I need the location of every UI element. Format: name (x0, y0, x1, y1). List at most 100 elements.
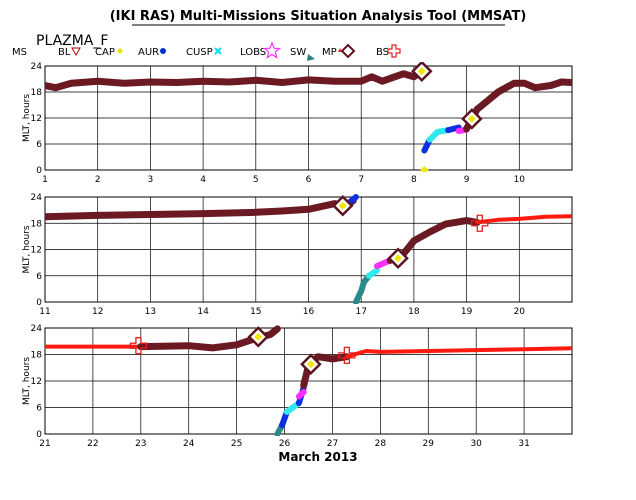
x-tick-label: 10 (514, 175, 526, 185)
legend: MS BL CAP AUR CUSP LOBS SW MP BS (12, 41, 401, 61)
bow-shock-marker-icon (338, 346, 356, 365)
x-tick-label: 12 (92, 307, 103, 317)
x-tick-label: 28 (375, 439, 387, 449)
y-tick-label: 6 (36, 140, 42, 150)
x-tick-label: 9 (464, 175, 470, 185)
legend-label: SW (290, 47, 306, 58)
legend-item: LOBS (240, 41, 282, 59)
cross-icon (214, 47, 222, 55)
plus-outline-icon (387, 44, 401, 58)
x-tick-label: 1 (42, 175, 48, 185)
y-tick-label: 24 (31, 324, 43, 334)
legend-label: MS (12, 47, 27, 58)
series-line-ms (137, 325, 281, 352)
mission-name: PLAZMA_F (36, 33, 108, 49)
x-tick-label: 20 (514, 307, 526, 317)
x-tick-label: 15 (250, 307, 261, 317)
legend-item: AUR (138, 47, 166, 58)
x-tick-label: 18 (408, 307, 420, 317)
chart-title: (IKI RAS) Multi-Missions Situation Analy… (110, 9, 527, 24)
x-tick-label: 29 (423, 439, 435, 449)
series-line-mp (344, 346, 572, 359)
series-line-lobs (295, 389, 307, 400)
series-line-cusp (366, 267, 380, 279)
cap-marker-icon (467, 114, 476, 123)
x-tick-label: 31 (518, 439, 529, 449)
y-tick-label: 12 (31, 377, 42, 387)
x-tick-label: 16 (303, 307, 315, 317)
star-icon (262, 41, 282, 59)
series-line-ms (300, 353, 351, 389)
square-diamond-icon (340, 43, 356, 59)
panel-3: 21 22 23 24 25 26 27 28 29 30 31 0 6 12 18 24 MLT, hours (22, 324, 573, 449)
series-line-ms (45, 197, 357, 221)
x-tick-label: 25 (231, 439, 242, 449)
x-tick-label: 17 (355, 307, 366, 317)
x-tick-label: 22 (87, 439, 98, 449)
cap-marker-icon (338, 201, 347, 210)
series-line-aur (445, 124, 462, 134)
x-tick-label: 30 (470, 439, 482, 449)
series-line-cusp (426, 127, 452, 143)
diamond-icon (117, 48, 123, 54)
y-axis-label: MLT, hours (22, 225, 32, 273)
y-tick-label: 6 (36, 404, 42, 414)
legend-item: CAP (95, 47, 123, 58)
y-tick-label: 24 (31, 193, 43, 203)
y-tick-label: 24 (31, 62, 43, 72)
y-tick-label: 12 (31, 246, 42, 256)
x-tick-label: 14 (197, 307, 209, 317)
y-tick-label: 18 (31, 88, 43, 98)
bow-shock-marker-icon (471, 214, 489, 232)
legend-label: BS (376, 47, 389, 58)
legend-item: CUSP (186, 47, 222, 58)
legend-item: BS (376, 44, 401, 58)
x-tick-label: 21 (39, 439, 50, 449)
legend-label: BL (58, 47, 71, 58)
legend-item: MP (322, 47, 342, 58)
legend-label: CAP (95, 47, 115, 58)
panel-2: 11 12 13 14 15 16 17 18 19 20 0 6 12 18 24 MLT, hours (22, 193, 573, 317)
y-axis-label: MLT, hours (22, 357, 32, 405)
x-tick-label: 26 (279, 439, 291, 449)
legend-label: MP (322, 47, 337, 58)
panel-data (45, 194, 572, 304)
y-axis-label: MLT, hours (22, 94, 32, 142)
x-tick-label: 5 (253, 175, 259, 185)
series-line-mp (475, 214, 572, 225)
cap-marker-icon (306, 360, 315, 369)
y-tick-label: 0 (36, 166, 42, 176)
boundary-marker (461, 108, 483, 130)
boundary-marker (300, 353, 322, 375)
x-tick-label: 2 (95, 175, 101, 185)
x-tick-label: 27 (327, 439, 338, 449)
down-triangle-icon (71, 47, 81, 57)
x-tick-label: 6 (306, 175, 312, 185)
y-tick-label: 12 (31, 114, 42, 124)
x-tick-label: 19 (461, 307, 473, 317)
x-axis-title: March 2013 (278, 450, 357, 464)
x-tick-label: 11 (39, 307, 50, 317)
panel-frame (44, 327, 573, 435)
boundary-marker (411, 62, 433, 82)
boundary-marker (387, 247, 409, 270)
cap-marker-icon (394, 254, 403, 263)
legend-label: CUSP (186, 47, 213, 58)
legend-item: MS (12, 47, 27, 58)
x-tick-label: 7 (358, 175, 364, 185)
panel-frame (44, 196, 573, 303)
cap-point-icon (420, 166, 429, 172)
series-line-ms (463, 78, 572, 133)
y-tick-label: 0 (36, 430, 42, 440)
y-tick-label: 18 (31, 219, 43, 229)
series-line-sw (352, 272, 373, 304)
panel-frame (44, 65, 573, 171)
dot-icon (160, 48, 166, 54)
triangle-icon (307, 54, 315, 61)
y-tick-label: 0 (36, 298, 42, 308)
panel-data (45, 62, 572, 172)
legend-item: SW (290, 47, 315, 61)
